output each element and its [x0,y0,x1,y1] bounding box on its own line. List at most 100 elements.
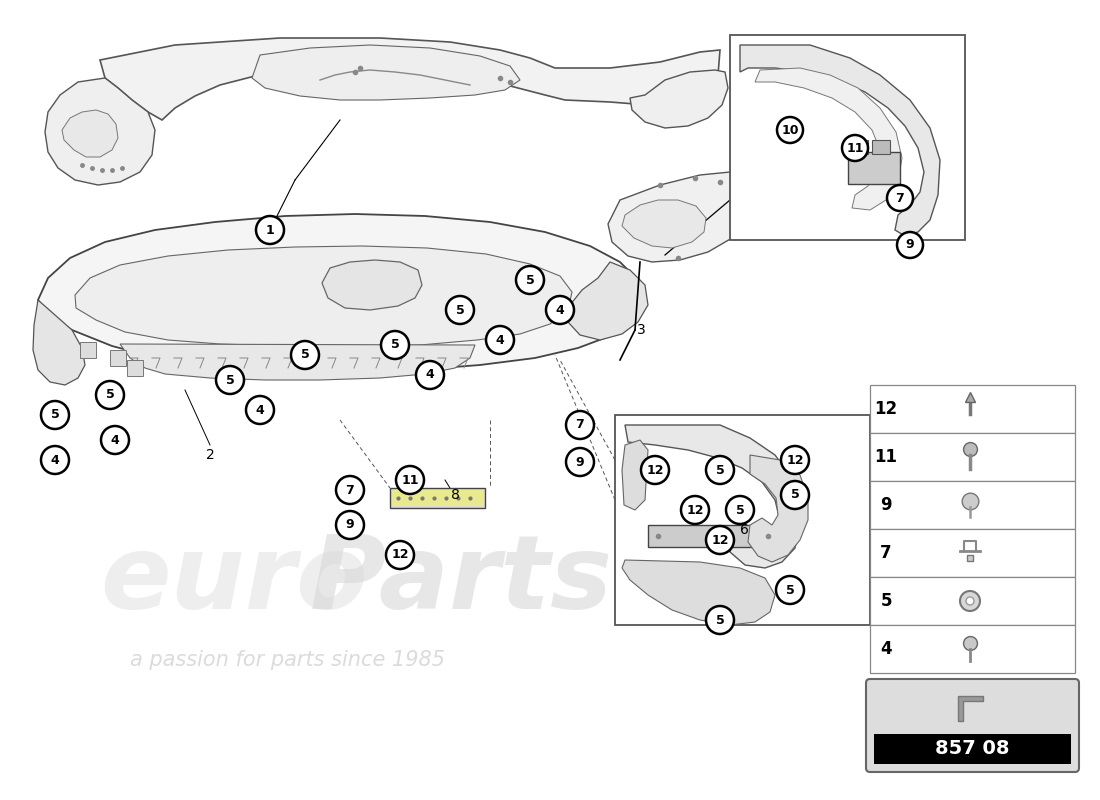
Circle shape [96,381,124,409]
Text: 9: 9 [905,238,914,251]
Text: 857 08: 857 08 [935,738,1010,758]
Polygon shape [740,45,940,236]
Text: 9: 9 [880,496,892,514]
Circle shape [566,448,594,476]
Text: 1: 1 [265,223,274,237]
Circle shape [546,296,574,324]
Text: 5: 5 [880,592,892,610]
Circle shape [396,466,424,494]
Text: 11: 11 [846,142,864,154]
Bar [870,577,1075,625]
Polygon shape [608,172,755,262]
Text: 12: 12 [647,463,663,477]
Text: 4: 4 [255,403,264,417]
Polygon shape [33,300,85,385]
Text: 9: 9 [345,518,354,531]
Circle shape [781,481,808,509]
Circle shape [256,216,284,244]
Bar [870,433,1075,481]
Circle shape [566,411,594,439]
FancyBboxPatch shape [866,679,1079,772]
Text: 12: 12 [712,534,728,546]
Circle shape [336,511,364,539]
Bar [648,525,778,547]
Bar [390,488,485,508]
Polygon shape [621,560,775,625]
Text: 3: 3 [637,323,646,337]
Circle shape [706,526,734,554]
Text: 9: 9 [575,455,584,469]
Circle shape [842,135,868,161]
Polygon shape [625,425,800,568]
Polygon shape [39,214,640,372]
Circle shape [776,576,804,604]
Bar [872,140,890,154]
Polygon shape [110,350,126,366]
Circle shape [516,266,544,294]
Text: 7: 7 [345,483,354,497]
Circle shape [706,456,734,484]
Polygon shape [62,110,118,157]
Circle shape [641,456,669,484]
Bar [730,35,965,240]
Text: 5: 5 [390,338,399,351]
Bar [848,152,900,184]
Polygon shape [252,45,520,100]
Circle shape [960,591,980,611]
Text: 5: 5 [716,614,725,626]
Circle shape [781,446,808,474]
Circle shape [966,597,974,605]
Text: 4: 4 [426,369,434,382]
Text: 12: 12 [874,400,898,418]
Polygon shape [755,68,902,210]
Bar [850,140,868,154]
Text: 5: 5 [455,303,464,317]
Text: 5: 5 [51,409,59,422]
Bar [615,415,870,625]
Polygon shape [80,342,96,358]
Circle shape [726,496,754,524]
Text: 4: 4 [880,640,892,658]
Text: 5: 5 [526,274,535,286]
Circle shape [246,396,274,424]
Text: 5: 5 [791,489,800,502]
Circle shape [381,331,409,359]
Circle shape [101,426,129,454]
Polygon shape [120,344,475,380]
Text: 12: 12 [392,549,409,562]
Text: 8: 8 [451,488,460,502]
Circle shape [486,326,514,354]
Text: 4: 4 [496,334,505,346]
Text: 5: 5 [106,389,114,402]
Text: 5: 5 [736,503,745,517]
Circle shape [896,232,923,258]
Text: 11: 11 [402,474,419,486]
Text: 2: 2 [206,448,214,462]
Text: 7: 7 [880,544,892,562]
Text: Parts: Parts [310,530,613,630]
Polygon shape [748,455,808,562]
Text: 12: 12 [786,454,804,466]
Bar [870,385,1075,433]
Text: 5: 5 [300,349,309,362]
Text: 7: 7 [575,418,584,431]
Circle shape [887,185,913,211]
Text: 7: 7 [895,191,904,205]
Bar [874,734,1071,764]
Bar [870,625,1075,673]
Bar [392,490,483,506]
Text: a passion for parts since 1985: a passion for parts since 1985 [130,650,446,670]
Circle shape [336,476,364,504]
Text: euro: euro [100,530,367,630]
Text: 4: 4 [51,454,59,466]
Text: 4: 4 [111,434,120,446]
Polygon shape [75,246,572,347]
Bar [870,529,1075,577]
Polygon shape [568,262,648,340]
Circle shape [706,606,734,634]
Polygon shape [957,696,982,721]
Text: 5: 5 [785,583,794,597]
Polygon shape [100,38,721,120]
Text: 4: 4 [556,303,564,317]
Circle shape [446,296,474,324]
